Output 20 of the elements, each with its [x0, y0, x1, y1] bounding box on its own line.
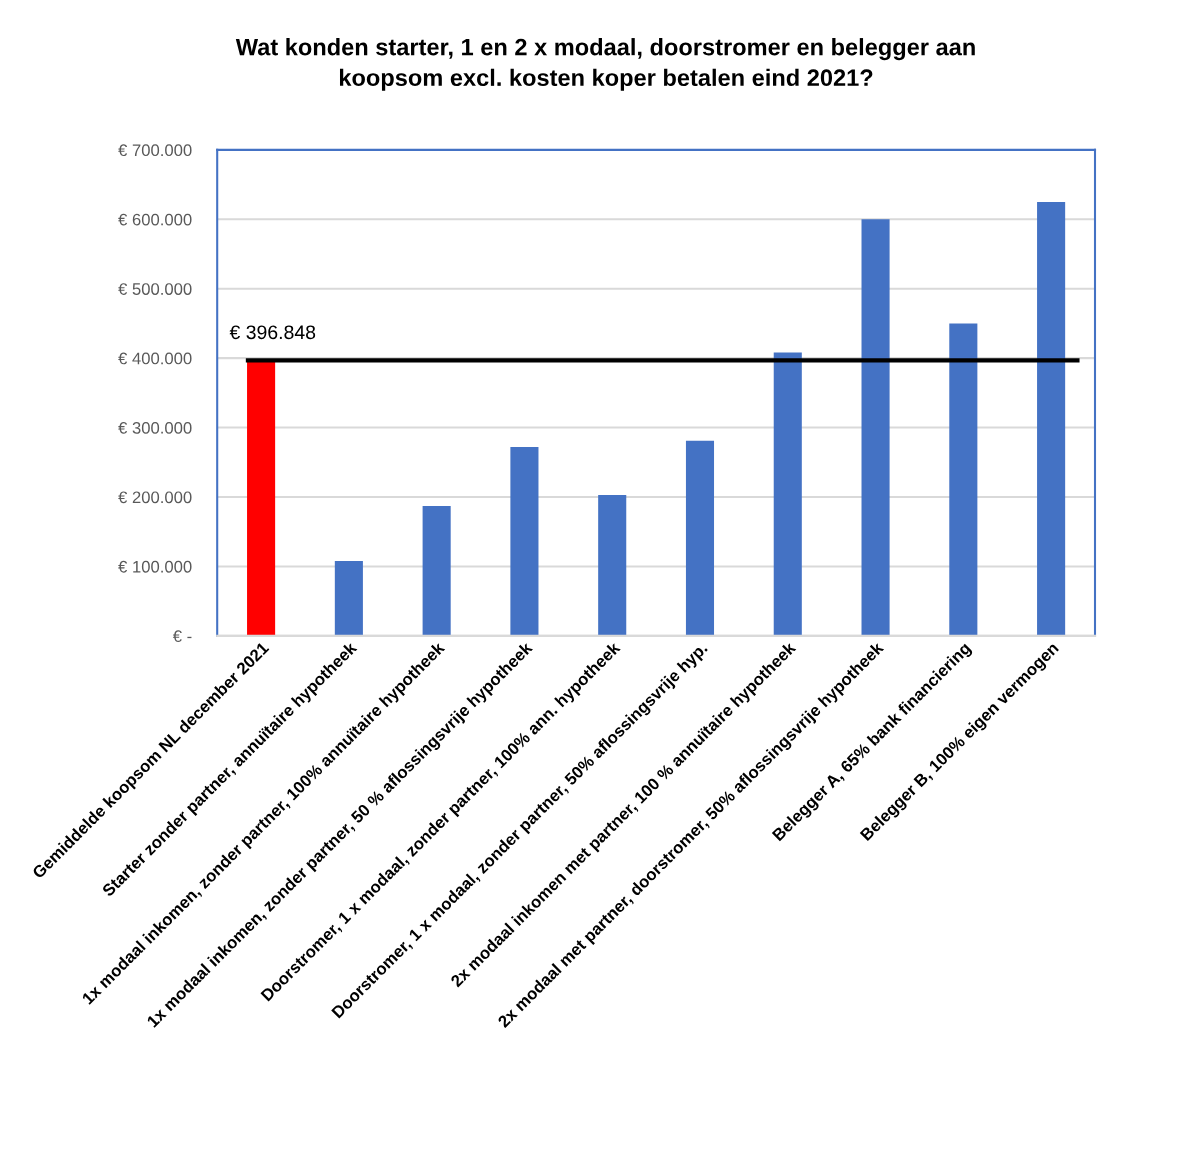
y-tick-label: € 500.000	[118, 283, 192, 295]
bar	[422, 506, 451, 636]
y-tick-label: € 200.000	[118, 491, 192, 504]
bar	[510, 447, 539, 636]
bar	[1037, 201, 1066, 636]
y-tick-label: € 700.000	[118, 144, 192, 157]
y-tick-label: € 300.000	[118, 421, 192, 434]
y-tick-label: € 400.000	[118, 352, 192, 365]
y-tick-label: € 600.000	[118, 213, 192, 226]
bar	[949, 323, 978, 636]
bar	[861, 219, 890, 636]
y-tick-label: € -	[172, 630, 192, 643]
bar	[247, 360, 276, 636]
bar	[598, 494, 627, 636]
bar	[773, 352, 802, 636]
bar	[685, 440, 715, 636]
bar	[334, 560, 363, 636]
y-tick-label: € 100.000	[118, 560, 192, 573]
chart-title: Wat konden starter, 1 en 2 x modaal, doorstromer en belegger aan koopsom excl. kosten koper betalen eind 2021?	[235, 38, 975, 91]
ref-line-label: € 396.848	[229, 325, 316, 340]
